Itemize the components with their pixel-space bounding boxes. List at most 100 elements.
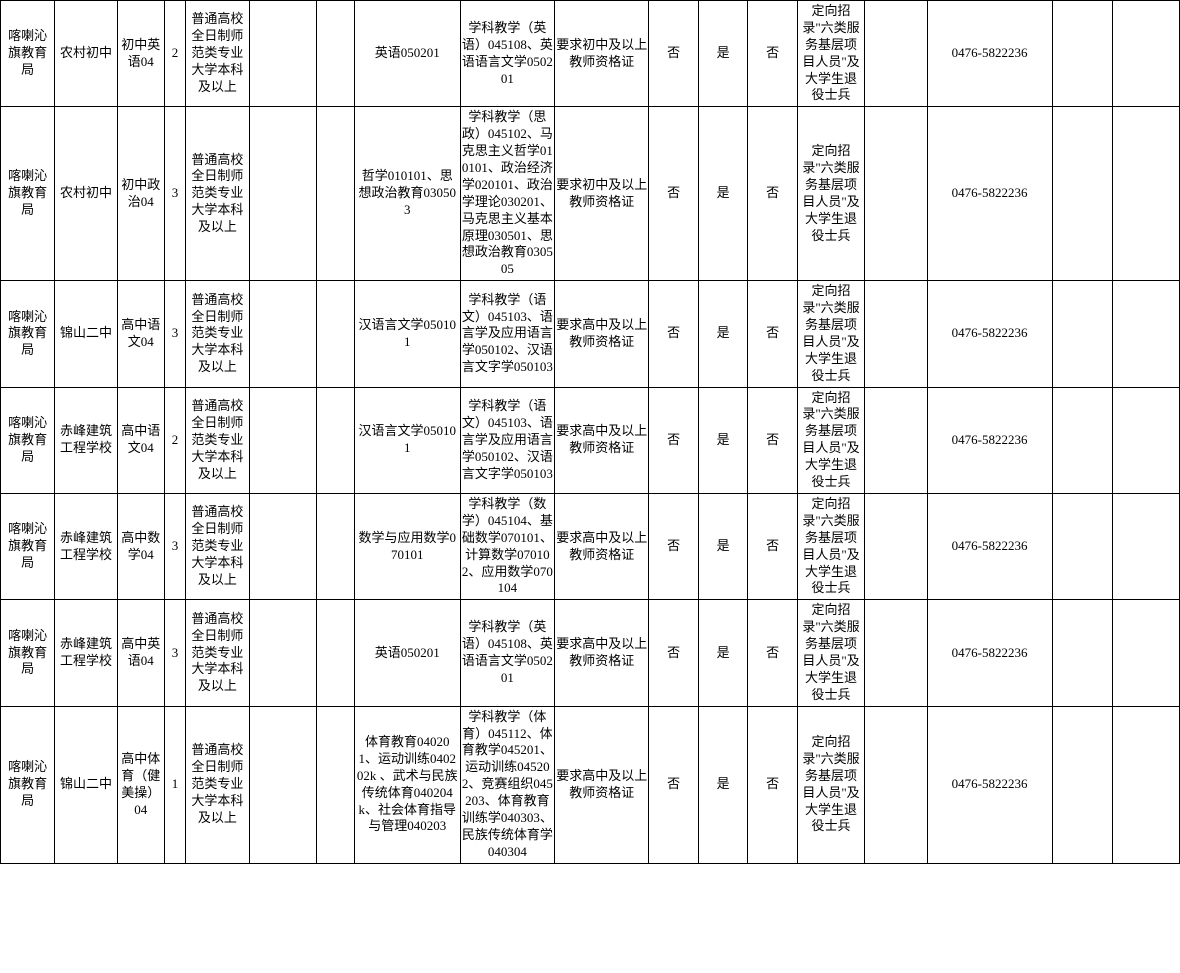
table-cell: 赤峰建筑工程学校 xyxy=(55,387,117,493)
table-cell xyxy=(316,706,354,863)
table-cell: 否 xyxy=(649,387,699,493)
table-cell: 否 xyxy=(748,387,798,493)
table-cell xyxy=(1052,281,1112,387)
table-cell xyxy=(865,1,927,107)
table-cell: 普通高校全日制师范类专业大学本科及以上 xyxy=(186,706,250,863)
table-cell xyxy=(316,281,354,387)
table-cell: 要求高中及以上教师资格证 xyxy=(555,706,649,863)
table-cell: 普通高校全日制师范类专业大学本科及以上 xyxy=(186,1,250,107)
table-cell: 是 xyxy=(698,1,748,107)
table-cell: 赤峰建筑工程学校 xyxy=(55,600,117,706)
table-cell: 高中英语04 xyxy=(117,600,164,706)
table-cell: 锦山二中 xyxy=(55,281,117,387)
table-cell: 喀喇沁旗教育局 xyxy=(1,281,55,387)
table-cell: 要求高中及以上教师资格证 xyxy=(555,387,649,493)
table-cell: 英语050201 xyxy=(354,1,460,107)
table-cell: 喀喇沁旗教育局 xyxy=(1,387,55,493)
table-cell: 学科教学（思政）045102、马克思主义哲学010101、政治经济学020101… xyxy=(460,107,554,281)
table-cell: 定向招录"六类服务基层项目人员"及大学生退役士兵 xyxy=(797,600,864,706)
table-cell xyxy=(249,600,316,706)
table-row: 喀喇沁旗教育局农村初中初中英语042普通高校全日制师范类专业大学本科及以上 英语0… xyxy=(1,1,1180,107)
table-row: 喀喇沁旗教育局锦山二中高中语文043普通高校全日制师范类专业大学本科及以上汉语言… xyxy=(1,281,1180,387)
recruitment-table: 喀喇沁旗教育局农村初中初中英语042普通高校全日制师范类专业大学本科及以上英语0… xyxy=(0,0,1180,864)
table-cell xyxy=(1052,600,1112,706)
table-cell: 0476-5822236 xyxy=(927,387,1052,493)
table-cell: 学科教学（英语）045108、英语语言文学050201 xyxy=(460,600,554,706)
table-cell: 3 xyxy=(164,600,185,706)
table-cell xyxy=(865,600,927,706)
table-row: 喀喇沁旗教育局农村初中初中政治043普通高校全日制师范类专业大学本科及以上哲学0… xyxy=(1,107,1180,281)
table-row: 喀喇沁旗教育局锦山二中高中体育（健美操）041普通高校全日制师范类专业大学本科及… xyxy=(1,706,1180,863)
table-cell xyxy=(1112,107,1179,281)
table-cell: 0476-5822236 xyxy=(927,1,1052,107)
table-cell xyxy=(1052,387,1112,493)
table-cell: 汉语言文学050101 xyxy=(354,281,460,387)
table-cell xyxy=(249,493,316,599)
table-cell xyxy=(1112,493,1179,599)
table-cell: 定向招录"六类服务基层项目人员"及大学生退役士兵 xyxy=(797,107,864,281)
table-cell: 1 xyxy=(164,706,185,863)
table-cell: 普通高校全日制师范类专业大学本科及以上 xyxy=(186,107,250,281)
table-cell: 喀喇沁旗教育局 xyxy=(1,1,55,107)
table-row: 喀喇沁旗教育局赤峰建筑工程学校高中英语043普通高校全日制师范类专业大学本科及以… xyxy=(1,600,1180,706)
table-cell: 是 xyxy=(698,600,748,706)
table-cell: 农村初中 xyxy=(55,1,117,107)
table-cell xyxy=(249,107,316,281)
table-cell: 否 xyxy=(748,1,798,107)
table-cell: 否 xyxy=(748,281,798,387)
table-cell: 0476-5822236 xyxy=(927,281,1052,387)
table-cell: 高中数学04 xyxy=(117,493,164,599)
table-cell: 喀喇沁旗教育局 xyxy=(1,493,55,599)
table-cell: 否 xyxy=(748,706,798,863)
table-cell: 初中英语04 xyxy=(117,1,164,107)
table-cell xyxy=(1112,600,1179,706)
table-cell: 定向招录"六类服务基层项目人员"及大学生退役士兵 xyxy=(797,493,864,599)
table-cell: 2 xyxy=(164,387,185,493)
table-cell: 0476-5822236 xyxy=(927,107,1052,281)
table-cell: 否 xyxy=(748,107,798,281)
table-cell xyxy=(316,493,354,599)
table-cell xyxy=(249,387,316,493)
table-cell: 否 xyxy=(649,706,699,863)
table-cell: 3 xyxy=(164,493,185,599)
table-cell: 数学与应用数学070101 xyxy=(354,493,460,599)
table-cell xyxy=(1052,1,1112,107)
table-cell xyxy=(316,387,354,493)
table-cell: 要求初中及以上教师资格证 xyxy=(555,1,649,107)
table-cell: 否 xyxy=(649,1,699,107)
table-cell xyxy=(249,1,316,107)
table-cell: 否 xyxy=(649,281,699,387)
table-cell: 3 xyxy=(164,107,185,281)
table-cell: 学科教学（体育）045112、体育教学045201、运动训练045202、竞赛组… xyxy=(460,706,554,863)
table-cell: 否 xyxy=(748,600,798,706)
table-cell: 学科教学（数学）045104、基础数学070101、计算数学070102、应用数… xyxy=(460,493,554,599)
table-cell xyxy=(865,706,927,863)
table-cell: 学科教学（英语）045108、英语语言文学050201 xyxy=(460,1,554,107)
table-cell: 0476-5822236 xyxy=(927,600,1052,706)
table-cell: 赤峰建筑工程学校 xyxy=(55,493,117,599)
table-cell: 是 xyxy=(698,281,748,387)
table-cell xyxy=(1052,493,1112,599)
table-cell: 否 xyxy=(649,493,699,599)
table-cell xyxy=(1112,281,1179,387)
table-cell xyxy=(1112,1,1179,107)
table-cell xyxy=(1112,387,1179,493)
table-cell xyxy=(1052,107,1112,281)
table-cell: 普通高校全日制师范类专业大学本科及以上 xyxy=(186,493,250,599)
table-cell xyxy=(865,387,927,493)
table-cell xyxy=(1112,706,1179,863)
table-cell: 喀喇沁旗教育局 xyxy=(1,706,55,863)
table-cell: 是 xyxy=(698,706,748,863)
table-cell: 英语050201 xyxy=(354,600,460,706)
table-cell: 要求高中及以上教师资格证 xyxy=(555,281,649,387)
table-cell: 否 xyxy=(748,493,798,599)
table-cell xyxy=(316,1,354,107)
table-cell: 高中语文04 xyxy=(117,281,164,387)
table-row: 喀喇沁旗教育局赤峰建筑工程学校高中数学043普通高校全日制师范类专业大学本科及以… xyxy=(1,493,1180,599)
table-cell xyxy=(249,281,316,387)
table-cell: 定向招录"六类服务基层项目人员"及大学生退役士兵 xyxy=(797,1,864,107)
table-cell: 高中语文04 xyxy=(117,387,164,493)
table-cell xyxy=(865,107,927,281)
table-cell: 0476-5822236 xyxy=(927,493,1052,599)
table-cell: 2 xyxy=(164,1,185,107)
